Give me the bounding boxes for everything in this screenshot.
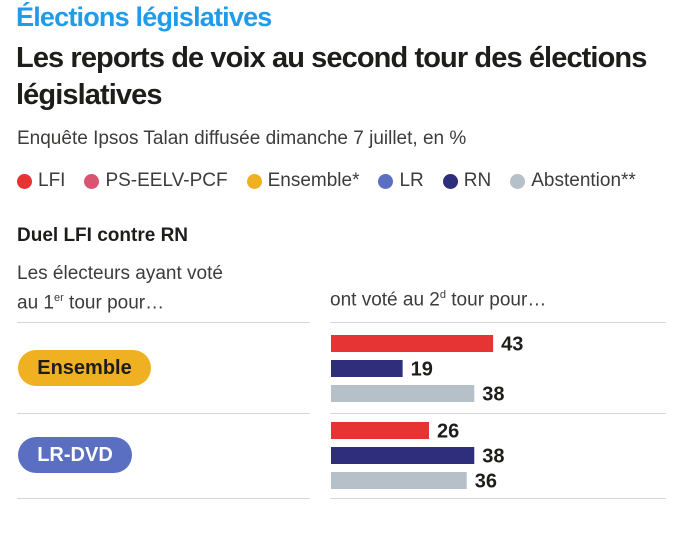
chart-title: Les reports de voix au second tour des é… (16, 42, 647, 111)
legend-label-rn: RN (463, 170, 492, 191)
left-header-sup: er (53, 292, 64, 304)
bar-lr-dvd-lfi (331, 422, 430, 439)
bar-label-ensemble-rn: 19 (411, 359, 433, 381)
bar-ensemble-rn (331, 360, 403, 377)
bar-label-ensemble-lfi: 43 (501, 334, 523, 356)
divider-left-top (17, 322, 310, 323)
legend-label-lr: LR (399, 170, 424, 191)
section-title: Duel LFI contre RN (17, 225, 189, 246)
category-pill-ensemble: Ensemble (18, 350, 151, 386)
category-pill-lr-dvd: LR-DVD (18, 437, 132, 473)
right-header-pre: ont voté au 2 (330, 289, 440, 311)
bar-label-ensemble-abstention: 38 (482, 384, 504, 406)
right-column-header: ont voté au 2d tour pour… (330, 289, 546, 311)
legend-label-lfi: LFI (38, 170, 66, 191)
kicker: Élections législatives (16, 2, 272, 32)
bar-label-lr-dvd-abstention: 36 (475, 471, 497, 493)
divider-right-top (330, 322, 666, 323)
left-header-line2-post: tour pour… (63, 292, 165, 314)
legend-label-ensemble: Ensemble* (267, 170, 360, 191)
right-header-sup: d (439, 289, 446, 301)
legend-item-ensemble: Ensemble* (246, 170, 360, 192)
bar-lr-dvd-abstention (331, 472, 467, 489)
left-header-line2-pre: au 1 (17, 292, 54, 314)
legend: LFI PS-EELV-PCF Ensemble* LR RN Abstenti… (17, 170, 655, 192)
divider-right-middle (330, 413, 666, 414)
legend-item-lfi: LFI (17, 170, 65, 192)
bar-lr-dvd-rn (331, 447, 475, 464)
bar-label-lr-dvd-rn: 38 (482, 446, 504, 468)
legend-item-abstention: Abstention** (510, 170, 636, 192)
legend-item-rn: RN (442, 170, 492, 192)
legend-dot-abstention (510, 173, 526, 189)
legend-dot-ensemble (246, 173, 262, 189)
chart-subtitle: Enquête Ipsos Talan diffusée dimanche 7 … (17, 128, 467, 149)
bar-ensemble-lfi (331, 335, 494, 352)
legend-dot-ps-eelv-pcf (84, 173, 100, 189)
legend-dot-lr (378, 173, 394, 189)
left-column-header: Les électeurs ayant voté au 1er tour pou… (17, 261, 223, 315)
divider-right-bottom (330, 498, 666, 499)
bar-label-lr-dvd-lfi: 26 (437, 421, 459, 443)
legend-item-lr: LR (378, 170, 424, 192)
bar-ensemble-abstention (331, 385, 475, 402)
legend-dot-rn (442, 173, 458, 189)
divider-left-bottom (17, 498, 310, 499)
legend-item-ps-eelv-pcf: PS-EELV-PCF (84, 170, 228, 192)
legend-dot-lfi (17, 173, 32, 189)
left-header-line2: au 1er tour pour… (17, 286, 223, 315)
legend-label-abstention: Abstention** (531, 170, 636, 191)
legend-label-ps-eelv-pcf: PS-EELV-PCF (105, 170, 228, 191)
left-header-line1: Les électeurs ayant voté (17, 263, 223, 284)
right-header-post: tour pour… (446, 289, 547, 311)
divider-left-middle (17, 413, 310, 414)
